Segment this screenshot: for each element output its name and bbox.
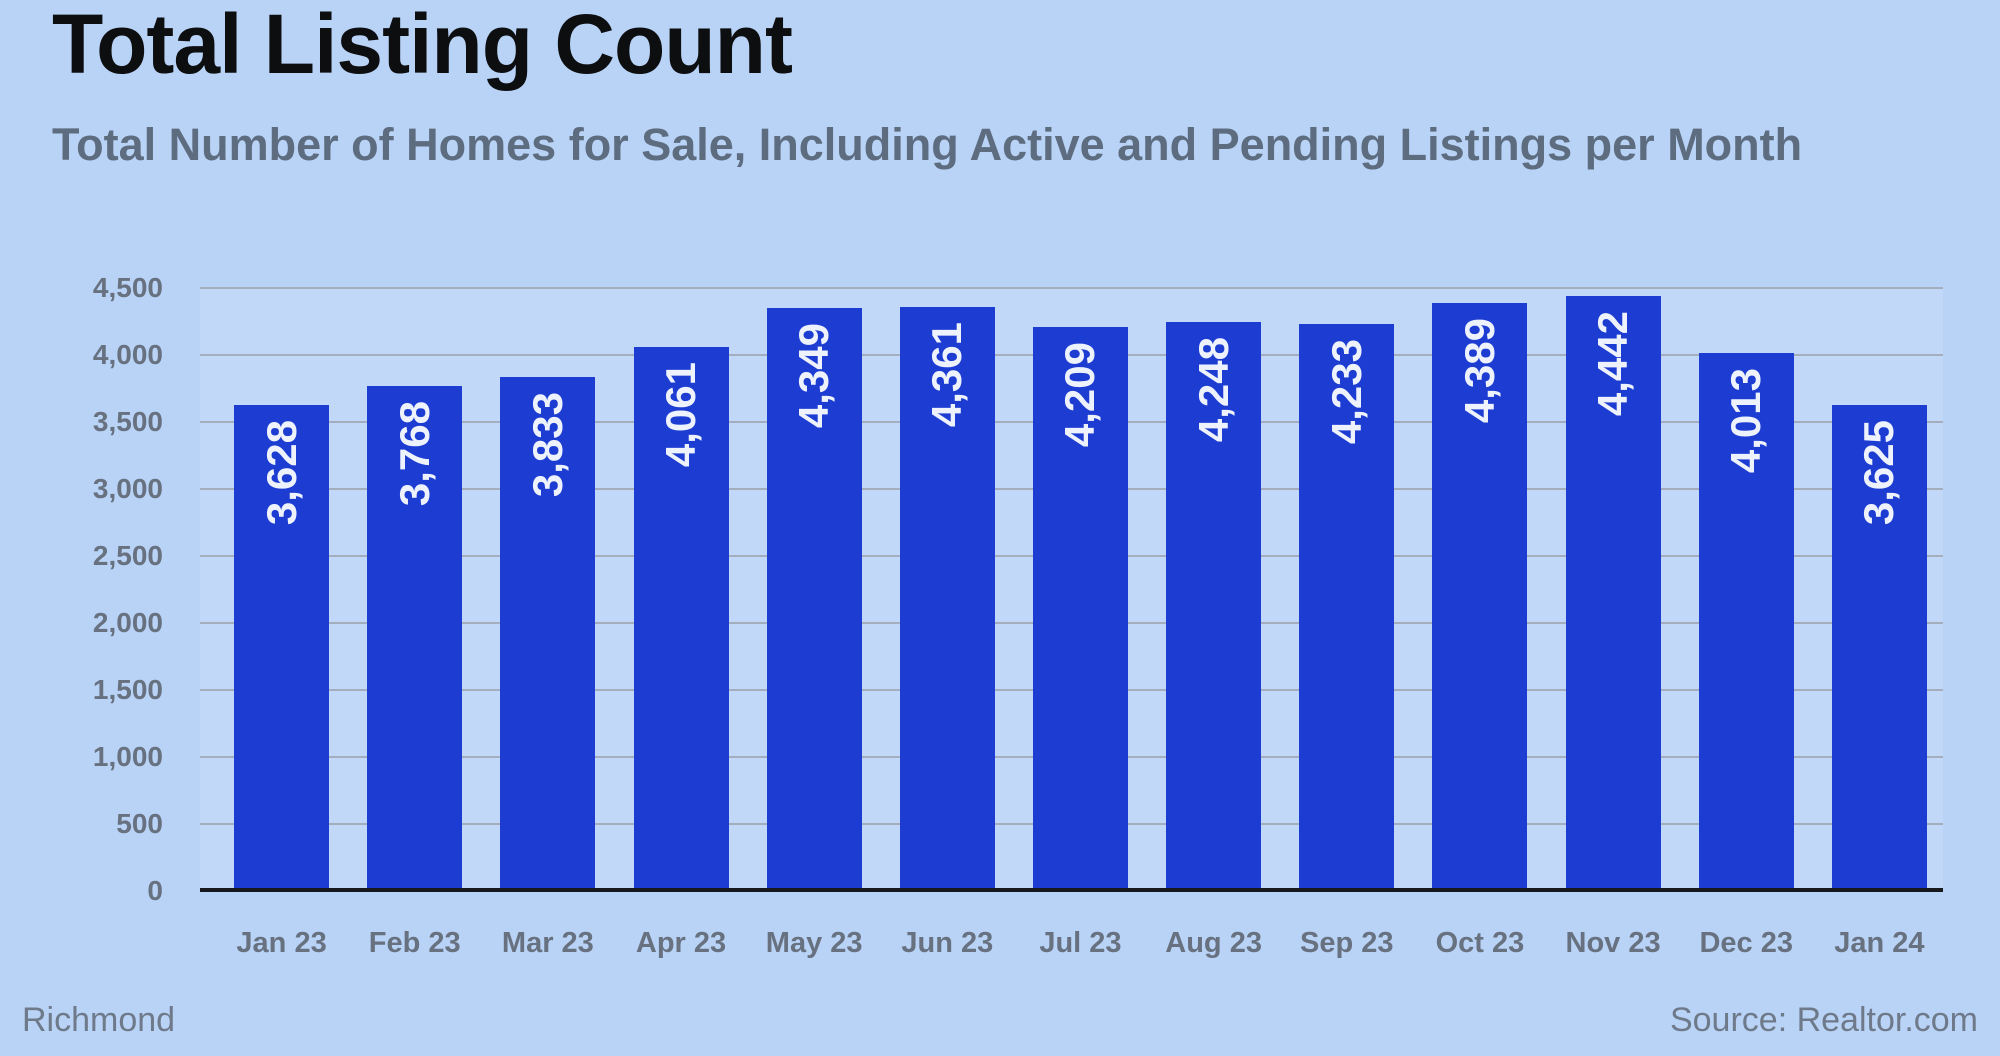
bar — [367, 386, 463, 891]
x-axis-tick-label: Nov 23 — [1565, 927, 1661, 959]
bar-value-label: 4,061 — [657, 361, 705, 467]
y-axis-tick-label: 2,500 — [92, 540, 163, 571]
bar-value-label: 4,442 — [1589, 310, 1637, 416]
bar — [1698, 353, 1794, 891]
bar — [766, 308, 862, 891]
bar-value-label: 4,361 — [923, 321, 971, 427]
bar-value-label: 4,209 — [1056, 341, 1104, 448]
x-axis-tick-label: Jul 23 — [1039, 927, 1122, 959]
bar — [1166, 321, 1262, 891]
bar-value-label: 4,233 — [1322, 338, 1370, 444]
x-axis-tick-label: Mar 23 — [501, 927, 594, 959]
bar-value-label: 3,768 — [390, 401, 438, 507]
chart-subtitle: Total Number of Homes for Sale, Includin… — [52, 119, 1803, 170]
bar-value-label: 3,833 — [523, 392, 571, 498]
bar-value-label: 4,013 — [1722, 368, 1770, 474]
bar — [1432, 302, 1528, 891]
bar — [234, 404, 330, 891]
bar-value-label: 3,625 — [1855, 420, 1903, 526]
x-axis-tick-label: Jan 23 — [236, 927, 327, 959]
bar — [500, 377, 596, 891]
x-axis-tick-label: May 23 — [765, 927, 863, 959]
bar-value-label: 4,349 — [790, 323, 838, 429]
bar-value-label: 4,389 — [1455, 317, 1503, 423]
y-axis-tick-label: 2,000 — [92, 607, 163, 638]
x-axis-tick-label: Oct 23 — [1435, 927, 1525, 959]
x-axis-tick-label: Apr 23 — [635, 927, 727, 959]
source-label: Source: Realtor.com — [1669, 1001, 1978, 1039]
x-axis-tick-label: Sep 23 — [1300, 927, 1394, 959]
y-axis-tick-label: 3,000 — [92, 473, 163, 504]
y-axis-tick-label: 4,000 — [92, 339, 163, 370]
x-axis-line — [200, 888, 1943, 892]
y-axis-tick-label: 4,500 — [92, 272, 163, 303]
y-axis-tick-label: 500 — [116, 808, 163, 839]
x-axis-tick-label: Jan 24 — [1834, 927, 1925, 959]
bar — [1565, 295, 1661, 891]
y-axis-tick-label: 1,500 — [92, 674, 163, 705]
chart-title: Total Listing Count — [52, 0, 793, 91]
bar-value-label: 3,628 — [257, 419, 305, 525]
y-axis-tick-label: 0 — [147, 875, 163, 906]
y-axis-tick-label: 1,000 — [92, 741, 163, 772]
y-axis-tick-label: 3,500 — [92, 406, 163, 437]
gridline — [200, 287, 1943, 289]
bar — [1831, 405, 1927, 891]
x-axis-tick-label: Dec 23 — [1699, 927, 1793, 959]
x-axis-tick-label: Feb 23 — [368, 927, 461, 959]
bar — [1032, 326, 1128, 891]
bar — [899, 306, 995, 891]
bar-value-label: 4,248 — [1189, 336, 1237, 442]
region-label: Richmond — [22, 1001, 176, 1039]
bar — [1299, 323, 1395, 891]
x-axis-tick-label: Aug 23 — [1165, 927, 1262, 959]
x-axis-tick-label: Jun 23 — [901, 927, 994, 959]
bar — [633, 346, 729, 891]
